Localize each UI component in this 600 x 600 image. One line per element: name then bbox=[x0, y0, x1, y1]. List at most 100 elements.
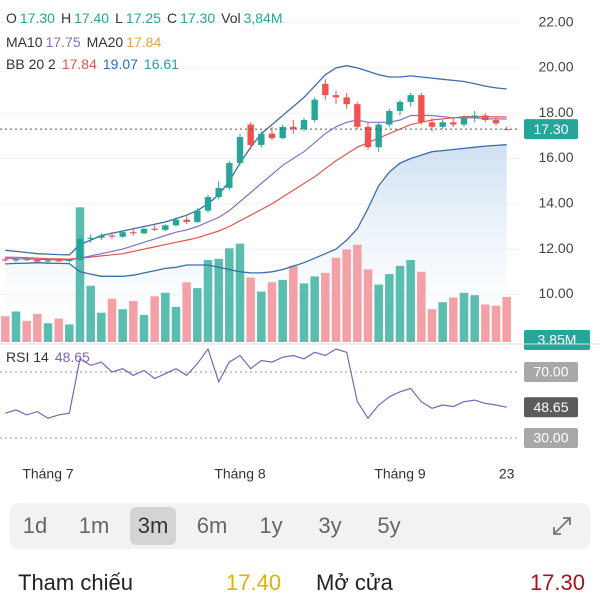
y-tick-label: 14.00 bbox=[538, 195, 573, 211]
tick-box bbox=[524, 427, 578, 448]
volume-bar bbox=[1, 316, 10, 342]
y-tick-label: 18.00 bbox=[538, 104, 573, 120]
rsi-value-box bbox=[524, 397, 578, 418]
volume-bar bbox=[11, 311, 21, 342]
volume-bar bbox=[459, 292, 469, 342]
x-tick-label: Tháng 7 bbox=[22, 466, 74, 482]
legend-name: BB 20 2 bbox=[6, 56, 56, 72]
period-button[interactable]: 3y bbox=[318, 513, 342, 538]
volume-bar bbox=[267, 282, 277, 342]
volume-bar bbox=[406, 260, 415, 342]
period-button[interactable]: 6m bbox=[196, 513, 228, 538]
period-selector: 1d 1m 3m 6m 1y 3y 5y bbox=[10, 503, 590, 549]
candle-body bbox=[226, 163, 233, 188]
legend-value: 17.84 bbox=[61, 56, 97, 72]
legend-value: 17.25 bbox=[125, 10, 161, 26]
legend-value: 17.84 bbox=[126, 34, 162, 50]
volume-bar bbox=[438, 302, 447, 342]
legend-value: 3,84M bbox=[243, 10, 283, 26]
volume-bar bbox=[299, 283, 309, 342]
period-button[interactable]: 1d bbox=[22, 513, 48, 538]
candle-body bbox=[183, 219, 190, 222]
volume-bar bbox=[129, 301, 138, 342]
volume-bar bbox=[417, 271, 426, 342]
bb-legend: BB 20 2 17.84 19.07 16.61 bbox=[6, 56, 185, 72]
summary-label: Mở cửa bbox=[316, 570, 393, 595]
candle-body bbox=[375, 124, 382, 148]
candle-body bbox=[66, 260, 73, 262]
legend-label: H bbox=[60, 10, 72, 26]
volume-bar bbox=[310, 276, 319, 342]
ohlc-legend: O 17.30 H 17.40 L 17.25 C 17.30 Vol 3,84M bbox=[6, 10, 289, 26]
y-tick-label: 12.00 bbox=[538, 240, 573, 256]
tick-box bbox=[524, 362, 578, 383]
volume-bar bbox=[321, 272, 330, 342]
legend-value: 17.30 bbox=[180, 10, 216, 26]
summary-value: 17.30 bbox=[529, 570, 585, 595]
rsi-legend: RSI 14 48.65 bbox=[6, 349, 93, 365]
period-button[interactable]: 3m bbox=[130, 507, 176, 545]
candle-body bbox=[471, 115, 478, 118]
period-button[interactable]: 1y bbox=[259, 513, 283, 538]
volume-bar bbox=[374, 284, 383, 342]
legend-value: 48.65 bbox=[54, 349, 90, 365]
volume-label: 3.85M bbox=[538, 332, 577, 348]
candle-body bbox=[204, 197, 212, 211]
legend-label: C bbox=[166, 10, 178, 26]
legend-value: 17.40 bbox=[74, 10, 110, 26]
x-tick-label: Tháng 9 bbox=[374, 466, 426, 482]
volume-bar bbox=[385, 274, 394, 342]
candle-body bbox=[258, 133, 265, 145]
candle-body bbox=[98, 235, 105, 238]
volume-bar bbox=[75, 207, 85, 342]
candle-body bbox=[2, 259, 9, 261]
volume-bar bbox=[235, 243, 245, 342]
last-price-box bbox=[524, 119, 578, 140]
legend-label: L bbox=[115, 10, 123, 26]
y-tick-label: 16.00 bbox=[538, 149, 573, 165]
volume-bar bbox=[97, 312, 106, 342]
volume-bar bbox=[353, 244, 362, 342]
legend-value: 16.61 bbox=[143, 56, 179, 72]
candle-body bbox=[172, 219, 180, 226]
volume-bar bbox=[193, 288, 202, 342]
candle-body bbox=[162, 225, 169, 230]
candle-body bbox=[439, 122, 446, 127]
period-button[interactable]: 5y bbox=[377, 513, 401, 538]
summary-label: Tham chiếu bbox=[18, 570, 133, 595]
y-tick-label: 70.00 bbox=[533, 364, 568, 380]
volume-bar bbox=[225, 248, 234, 342]
candle-body bbox=[290, 126, 297, 130]
candle-body bbox=[300, 120, 308, 130]
candle-body bbox=[428, 122, 436, 127]
bb-lower bbox=[5, 144, 507, 277]
candle-body bbox=[396, 101, 404, 111]
legend-name: RSI 14 bbox=[6, 349, 49, 365]
candle-body bbox=[151, 228, 158, 230]
candle-body bbox=[450, 122, 457, 125]
volume-bar bbox=[203, 260, 213, 342]
legend-value: 19.07 bbox=[102, 56, 138, 72]
legend-value: 17.75 bbox=[45, 34, 81, 50]
bb-upper bbox=[5, 65, 507, 256]
candle-body bbox=[311, 99, 318, 121]
volume-bar bbox=[481, 304, 490, 342]
expand-icon[interactable] bbox=[550, 514, 574, 538]
y-tick-label: 30.00 bbox=[533, 430, 568, 446]
legend-name: MA10 bbox=[6, 34, 43, 50]
period-button[interactable]: 1m bbox=[78, 513, 110, 538]
chart: 10.00 12.00 14.00 16.00 18.00 20.00 22.00 17.30… bbox=[0, 13, 600, 482]
volume-bar bbox=[502, 296, 511, 342]
candle-body bbox=[140, 228, 148, 234]
candle-body bbox=[364, 126, 372, 148]
volume-bar bbox=[278, 279, 287, 342]
candle-body bbox=[119, 232, 126, 237]
candle-body bbox=[215, 187, 222, 198]
rsi-value-label: 48.65 bbox=[533, 399, 568, 415]
volume-bar bbox=[182, 282, 191, 342]
candle-body bbox=[23, 259, 30, 261]
y-tick-label: 10.00 bbox=[538, 285, 573, 301]
candle-body bbox=[44, 260, 52, 262]
volume-bar bbox=[150, 296, 159, 342]
